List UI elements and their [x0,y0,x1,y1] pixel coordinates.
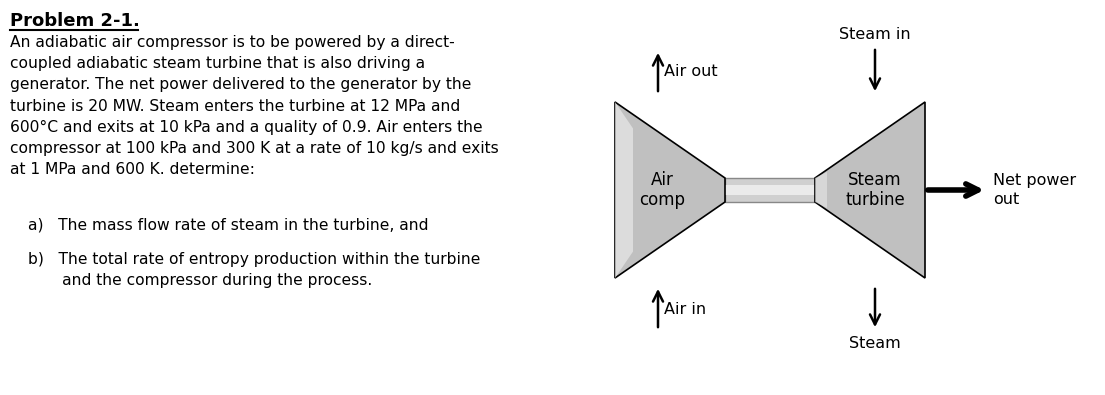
Polygon shape [815,172,827,208]
Text: turbine: turbine [845,191,905,209]
Text: Air out: Air out [664,64,717,79]
Text: Problem 2-1.: Problem 2-1. [10,12,140,30]
Text: An adiabatic air compressor is to be powered by a direct-
coupled adiabatic stea: An adiabatic air compressor is to be pow… [10,35,498,177]
Text: Steam: Steam [849,336,901,351]
Text: a)   The mass flow rate of steam in the turbine, and: a) The mass flow rate of steam in the tu… [28,218,429,233]
Bar [725,178,815,202]
Text: Air: Air [651,171,673,189]
Text: Net power: Net power [993,173,1076,188]
Polygon shape [615,102,633,278]
Text: Steam in: Steam in [839,27,911,42]
Polygon shape [815,102,925,278]
Text: Air in: Air in [664,303,706,318]
Text: Steam: Steam [849,171,902,189]
Polygon shape [615,102,725,278]
Text: out: out [993,192,1019,207]
Text: comp: comp [639,191,685,209]
Text: b)   The total rate of entropy production within the turbine
       and the comp: b) The total rate of entropy production … [28,252,481,288]
Bar [725,185,815,195]
